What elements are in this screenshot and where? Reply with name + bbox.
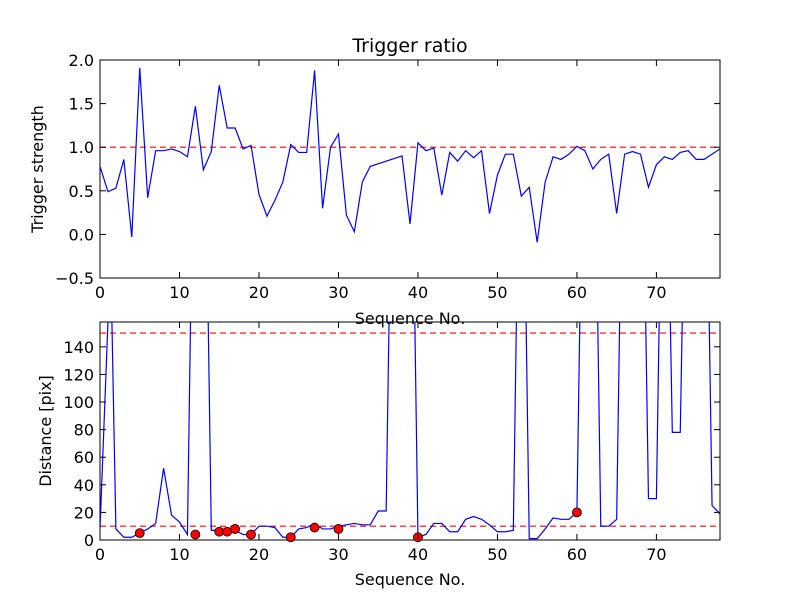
marker-point [333, 524, 344, 534]
y-tick-label: 80 [74, 421, 94, 440]
distance-plot: Distance [pix] Sequence No. 0 10 20 30 40 50 6… [36, 321, 721, 589]
x-tick-label: 10 [169, 545, 189, 564]
x-tick-label: 20 [249, 283, 269, 302]
trigger-ratio-plot: Trigger ratio Trigger strength Sequence … [28, 35, 721, 328]
marker-point [246, 529, 256, 540]
marker-point [285, 532, 296, 543]
y-tick-label: 40 [74, 476, 94, 495]
axes-frame [99, 59, 721, 279]
y-tick-label: 140 [63, 338, 94, 357]
series-line [100, 322, 720, 540]
y-tick-label: 0.5 [69, 182, 94, 201]
x-tick-label: 20 [249, 545, 269, 564]
y-tick-label: 0 [84, 531, 94, 550]
x-tick-label: 70 [646, 283, 666, 302]
y-tick-label: 20 [74, 503, 94, 522]
trigger-ratio-ylabel: Trigger strength [28, 105, 47, 234]
marker-point [190, 529, 201, 540]
marker-point [309, 522, 320, 533]
y-tick-label: 1.5 [69, 95, 94, 114]
x-tick-label: 10 [169, 283, 189, 302]
x-tick-label: 50 [487, 283, 507, 302]
x-tick-label: 30 [328, 545, 348, 564]
y-tick-label: 0.0 [69, 225, 94, 244]
y-tick-label: 100 [63, 393, 94, 412]
x-tick-label: 70 [646, 545, 666, 564]
x-tick-label: 40 [408, 545, 428, 564]
distance-ylabel: Distance [pix] [36, 375, 55, 487]
x-tick-label: 60 [567, 283, 587, 302]
x-tick-label: 40 [408, 283, 428, 302]
marker-point [230, 524, 241, 534]
y-tick-label: 1.0 [69, 138, 94, 157]
trigger-ratio-title: Trigger ratio [351, 35, 467, 57]
x-tick-label: 0 [95, 545, 105, 564]
y-tick-label: 120 [63, 365, 94, 384]
trigger-ratio-xlabel: Sequence No. [355, 309, 466, 328]
y-tick-label: −0.5 [55, 269, 94, 288]
axes-frame [99, 321, 721, 541]
x-tick-label: 50 [487, 545, 507, 564]
x-tick-label: 30 [328, 283, 348, 302]
distance-xlabel: Sequence No. [355, 570, 466, 589]
y-tick-label: 60 [74, 448, 94, 467]
x-tick-label: 60 [567, 545, 587, 564]
x-tick-label: 0 [95, 283, 105, 302]
marker-point [134, 528, 145, 539]
series-line [100, 67, 720, 243]
marker-point [572, 507, 582, 518]
y-tick-label: 2.0 [69, 51, 94, 70]
